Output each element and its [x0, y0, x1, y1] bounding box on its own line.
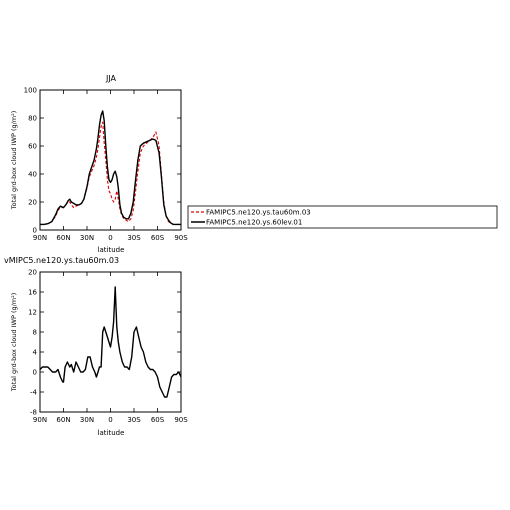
chart-bottom-y-tick-label: 16: [28, 289, 37, 297]
chart-bottom-x-axis-label: latitude: [98, 429, 125, 437]
chart-bottom-x-tick-label: 0: [108, 416, 112, 424]
chart-top-y-axis: 0 20 40 60 80 100: [24, 87, 181, 235]
chart-top-series-line-1: [40, 110, 181, 226]
chart-top: JJA 0 20 40 60 80 100 90N 60N 30N 0 30S 60S 90S lat…: [10, 74, 188, 254]
chart-bottom-title: vMIPC5.ne120.ys.tau60m.03: [4, 256, 119, 265]
chart-bottom: vMIPC5.ne120.ys.tau60m.03 -8-4048121620 …: [4, 256, 188, 437]
legend: FAMIPC5.ne120.ys.tau60m.03 FAMIPC5.ne120…: [187, 205, 498, 229]
chart-bottom-x-tick-label: 60S: [151, 416, 165, 424]
chart-top-x-tick-label: 30N: [80, 234, 94, 242]
chart-bottom-x-tick-label: 60N: [56, 416, 70, 424]
chart-top-x-axis: 90N 60N 30N 0 30S 60S 90S: [33, 90, 188, 242]
chart-bottom-y-tick-label: 20: [28, 269, 37, 277]
chart-bottom-x-axis: 90N 60N 30N 0 30S 60S 90S: [33, 272, 188, 424]
chart-bottom-x-tick-label: 30S: [127, 416, 141, 424]
chart-bottom-plot-frame: [39, 271, 182, 413]
chart-top-x-tick-label: 90S: [174, 234, 188, 242]
chart-bottom-y-tick-label: 12: [28, 309, 37, 317]
chart-top-y-tick-label: 60: [28, 143, 37, 151]
chart-bottom-y-tick-label: -8: [30, 409, 37, 417]
chart-bottom-x-tick-label: 90S: [174, 416, 188, 424]
chart-bottom-y-axis: -8 -4 0 4 8 12 16 20: [28, 269, 181, 417]
chart-bottom-x-tick-label: 90N: [33, 416, 47, 424]
chart-bottom-series: [39, 286, 182, 398]
chart-top-x-axis-label: latitude: [98, 246, 125, 254]
chart-bottom-x-tick-label: 30N: [80, 416, 94, 424]
chart-bottom-y-tick-label: -4: [30, 389, 38, 397]
chart-top-y-axis-label: Total grd-box cloud IWP (g/m²): [10, 111, 18, 211]
chart-bottom-y-axis-label: Total grd-box cloud IWP (g/m²): [10, 293, 18, 393]
chart-top-x-tick-label: 90N: [33, 234, 47, 242]
chart-bottom-y-tick-label: 4: [33, 349, 38, 357]
chart-top-series: [40, 110, 181, 226]
chart-top-series-line-0: [40, 121, 181, 225]
chart-top-y-tick-label: 100: [24, 87, 37, 95]
legend-box: [187, 205, 498, 229]
chart-top-x-tick-label: 60N: [56, 234, 70, 242]
chart-top-title: JJA: [105, 74, 117, 83]
chart-top-y-tick-label: 40: [28, 171, 37, 179]
chart-top-y-tick-label: 80: [28, 115, 37, 123]
chart-bottom-series-line-0: [39, 286, 182, 398]
chart-top-x-tick-label: 0: [108, 234, 112, 242]
chart-bottom-y-tick-label: 8: [33, 329, 37, 337]
legend-label-60lev: FAMIPC5.ne120.ys.60lev.01: [206, 219, 302, 227]
chart-top-y-tick-label: 20: [28, 199, 37, 207]
chart-top-x-tick-label: 60S: [151, 234, 165, 242]
chart-top-y-tick-label: 0: [33, 227, 37, 235]
chart-top-x-tick-label: 30S: [127, 234, 141, 242]
chart-bottom-y-tick-label: 0: [33, 369, 37, 377]
legend-label-tau60m: FAMIPC5.ne120.ys.tau60m.03: [206, 209, 311, 217]
